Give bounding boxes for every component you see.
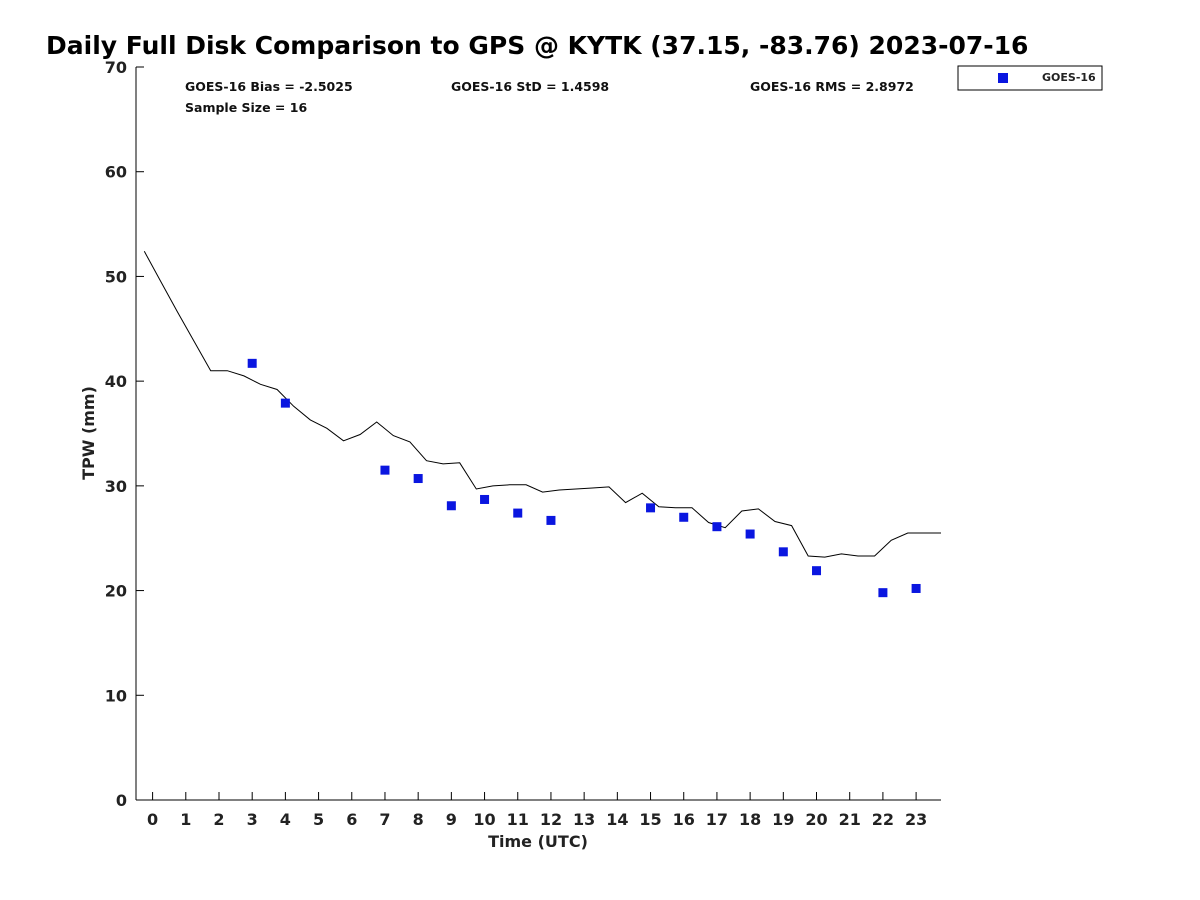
- x-tick-label: 5: [313, 810, 324, 829]
- y-tick-label: 70: [105, 58, 127, 77]
- x-tick-label: 4: [280, 810, 291, 829]
- x-tick-label: 9: [446, 810, 457, 829]
- sample-size-stat: Sample Size = 16: [185, 100, 307, 115]
- y-tick-label: 60: [105, 163, 127, 182]
- goes16-point: [480, 494, 490, 504]
- x-tick-label: 14: [606, 810, 628, 829]
- goes16-point: [745, 529, 755, 539]
- x-tick-label: 6: [346, 810, 357, 829]
- x-tick-label: 19: [772, 810, 794, 829]
- y-axis-label: TPW (mm): [79, 386, 98, 480]
- x-tick-label: 12: [540, 810, 562, 829]
- goes16-point: [280, 398, 290, 408]
- x-tick-label: 21: [839, 810, 861, 829]
- goes16-point: [413, 474, 423, 484]
- goes16-point: [380, 465, 390, 475]
- legend-box: [957, 65, 1103, 91]
- rms-stat: GOES-16 RMS = 2.8972: [750, 79, 914, 94]
- x-tick-label: 16: [673, 810, 695, 829]
- legend-marker: [998, 73, 1008, 83]
- x-tick-label: 7: [379, 810, 390, 829]
- y-tick-label: 50: [105, 267, 127, 286]
- legend-label: GOES-16: [1042, 71, 1096, 84]
- goes16-point: [247, 358, 257, 368]
- y-tick-label: 20: [105, 582, 127, 601]
- std-stat: GOES-16 StD = 1.4598: [451, 79, 609, 94]
- y-axis-ticks: 0 10 20 30 40 50 60 70: [105, 58, 144, 810]
- goes16-point: [778, 547, 788, 557]
- y-tick-label: 40: [105, 372, 127, 391]
- y-tick-label: 30: [105, 477, 127, 496]
- y-tick-label: 0: [116, 791, 127, 810]
- x-tick-label: 18: [739, 810, 761, 829]
- y-tick-label: 10: [105, 686, 127, 705]
- x-tick-label: 15: [639, 810, 661, 829]
- x-tick-label: 11: [507, 810, 529, 829]
- x-tick-label: 17: [706, 810, 728, 829]
- x-tick-label: 23: [905, 810, 927, 829]
- x-tick-label: 8: [413, 810, 424, 829]
- goes16-point: [679, 512, 689, 522]
- goes16-point: [446, 501, 456, 511]
- x-tick-label: 13: [573, 810, 595, 829]
- plot-area: [135, 67, 941, 801]
- legend: GOES-16: [957, 65, 1103, 91]
- x-axis-ticks: 0 1 2 3 4 5 6 7 8 9 10 11 12 13 14 15 16 17 18 19 20 21 22 23: [147, 792, 927, 829]
- goes16-point: [646, 503, 656, 513]
- goes16-point: [812, 566, 822, 576]
- series-layer: [143, 251, 941, 598]
- x-tick-label: 22: [872, 810, 894, 829]
- bias-stat: GOES-16 Bias = -2.5025: [185, 79, 353, 94]
- x-axis-label: Time (UTC): [488, 832, 588, 851]
- gps-tpw-line: [143, 251, 941, 558]
- goes16-point: [546, 515, 556, 525]
- chart-title: Daily Full Disk Comparison to GPS @ KYTK…: [46, 31, 1028, 60]
- x-tick-label: 20: [805, 810, 827, 829]
- x-tick-label: 10: [473, 810, 495, 829]
- x-tick-label: 2: [213, 810, 224, 829]
- goes16-point: [513, 508, 523, 518]
- goes16-point: [878, 588, 888, 598]
- x-tick-label: 3: [247, 810, 258, 829]
- goes16-point: [712, 522, 722, 532]
- goes16-point: [911, 583, 921, 593]
- x-tick-label: 1: [180, 810, 191, 829]
- x-tick-label: 0: [147, 810, 158, 829]
